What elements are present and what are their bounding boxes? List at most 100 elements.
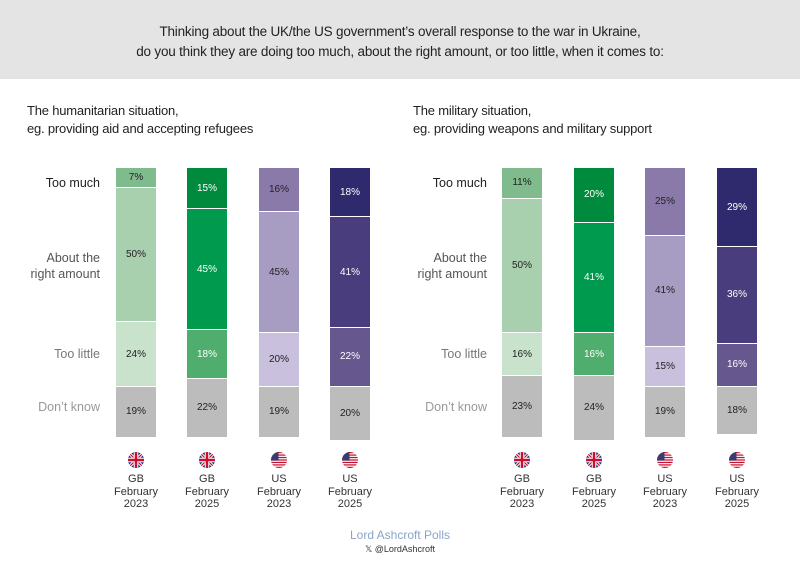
us-flag-icon	[271, 452, 287, 468]
bar-segment-dont-know: 24%	[574, 375, 614, 440]
bar-segment-too-little: 16%	[502, 332, 542, 376]
header-band: Thinking about the UK/the US government’…	[0, 0, 800, 79]
left-row-label-too-little: Too little	[54, 347, 100, 361]
bar-value-label: 24%	[125, 348, 146, 360]
x-axis-label-month: February	[113, 485, 159, 498]
bar-value-label: 20%	[268, 353, 289, 365]
left-row-label-dont-know: Don’t know	[38, 400, 100, 414]
social-handle: 𝕏 @LordAshcroft	[365, 544, 435, 554]
x-axis-label-year: 2025	[337, 498, 363, 510]
bar-value-label: 24%	[583, 402, 604, 414]
right-row-label-about-right-line2: right amount	[417, 267, 487, 281]
x-axis-label: US February 2023	[630, 473, 700, 511]
bar-segment-dont-know: 19%	[259, 385, 299, 437]
bar-value-label: 19%	[268, 406, 289, 418]
bar-value-label: 16%	[268, 184, 289, 196]
bar-value-label: 25%	[654, 196, 675, 208]
x-axis-label: GB February 2023	[487, 473, 557, 511]
right-panel-title-line2: eg. providing weapons and military suppo…	[413, 121, 652, 136]
bar-segment-too-little: 24%	[116, 321, 156, 386]
bar-value-label: 18%	[339, 186, 360, 198]
bar-value-label: 20%	[583, 189, 604, 201]
bar-segment-dont-know: 18%	[717, 385, 757, 435]
bar-value-label: 7%	[128, 171, 144, 183]
left-row-label-about-right-line1: About the	[46, 251, 100, 265]
right-panel-title: The military situation, eg. providing we…	[413, 102, 652, 138]
x-axis-label-month: February	[714, 485, 760, 498]
x-axis-label-year: 2025	[581, 498, 607, 510]
x-axis-label-year: 2023	[509, 498, 535, 510]
x-axis-label-country: GB	[128, 473, 144, 485]
question-line-1: Thinking about the UK/the US government’…	[159, 24, 641, 39]
bar-segment-too-little: 15%	[645, 345, 685, 386]
x-axis-label: GB February 2025	[172, 473, 242, 511]
right-row-label-about-right: About the right amount	[387, 250, 487, 282]
x-axis-label: US February 2023	[244, 473, 314, 511]
left-panel-title-line1: The humanitarian situation,	[27, 103, 179, 118]
bar-value-label: 19%	[125, 406, 146, 418]
bar-value-label: 41%	[654, 285, 675, 297]
bar-segment-too-much: 25%	[645, 168, 685, 236]
bar-segment-too-little: 16%	[574, 332, 614, 376]
right-row-label-about-right-line1: About the	[433, 251, 487, 265]
uk-flag-icon	[586, 452, 602, 468]
x-axis-label-year: 2023	[123, 498, 149, 510]
question-line-2: do you think they are doing too much, ab…	[136, 44, 664, 59]
bar-segment-about-right: 50%	[116, 186, 156, 322]
right-row-label-dont-know: Don’t know	[425, 400, 487, 414]
bar-value-label: 29%	[726, 201, 747, 213]
x-axis-label: GB February 2025	[559, 473, 629, 511]
left-row-label-too-much: Too much	[45, 176, 100, 190]
bar-segment-about-right: 41%	[645, 235, 685, 346]
bar-segment-dont-know: 23%	[502, 375, 542, 437]
bar-segment-dont-know: 20%	[330, 385, 370, 440]
bar-segment-too-little: 16%	[717, 342, 757, 386]
bar-segment-about-right: 45%	[187, 208, 227, 330]
bar-segment-too-little: 22%	[330, 326, 370, 386]
bar-segment-too-much: 18%	[330, 168, 370, 217]
left-row-label-about-right: About the right amount	[0, 250, 100, 282]
bar-value-label: 36%	[726, 289, 747, 301]
bar-value-label: 23%	[511, 401, 532, 413]
bar-value-label: 18%	[196, 348, 217, 360]
bar-value-label: 16%	[511, 348, 532, 360]
x-axis-label-month: February	[642, 485, 688, 498]
us-flag-icon	[729, 452, 745, 468]
x-axis-label-country: US	[271, 473, 287, 485]
bar-value-label: 15%	[196, 182, 217, 194]
bar-value-label: 15%	[654, 360, 675, 372]
us-flag-icon	[657, 452, 673, 468]
left-panel-title: The humanitarian situation, eg. providin…	[27, 102, 253, 138]
right-row-label-too-little: Too little	[441, 347, 487, 361]
x-axis-label: US February 2025	[315, 473, 385, 511]
left-panel-title-line2: eg. providing aid and accepting refugees	[27, 121, 254, 136]
bar-segment-too-little: 18%	[187, 329, 227, 378]
bar-segment-too-much: 20%	[574, 168, 614, 222]
x-axis-label-year: 2023	[652, 498, 678, 510]
bar-segment-too-much: 7%	[116, 168, 156, 187]
x-axis-label-month: February	[499, 485, 545, 498]
bar-segment-dont-know: 19%	[645, 385, 685, 437]
bar-value-label: 19%	[654, 406, 675, 418]
us-flag-icon	[342, 452, 358, 468]
uk-flag-icon	[199, 452, 215, 468]
brand-label: Lord Ashcroft Polls	[349, 528, 451, 542]
x-axis-label: GB February 2023	[101, 473, 171, 511]
x-axis-label-month: February	[256, 485, 302, 498]
bar-segment-dont-know: 22%	[187, 377, 227, 437]
bar-value-label: 20%	[339, 407, 360, 419]
bar-value-label: 50%	[511, 259, 532, 271]
x-axis-label-month: February	[571, 485, 617, 498]
right-row-label-too-much: Too much	[432, 176, 487, 190]
bar-value-label: 22%	[196, 402, 217, 414]
x-axis-label-month: February	[184, 485, 230, 498]
x-axis-label-year: 2025	[724, 498, 750, 510]
bar-segment-about-right: 45%	[259, 211, 299, 333]
x-axis-label-country: US	[729, 473, 745, 485]
bar-value-label: 41%	[339, 266, 360, 278]
bar-value-label: 18%	[726, 405, 747, 417]
bar-value-label: 45%	[196, 263, 217, 275]
bar-segment-about-right: 50%	[502, 197, 542, 333]
bar-value-label: 50%	[125, 249, 146, 261]
bar-value-label: 11%	[512, 177, 532, 189]
